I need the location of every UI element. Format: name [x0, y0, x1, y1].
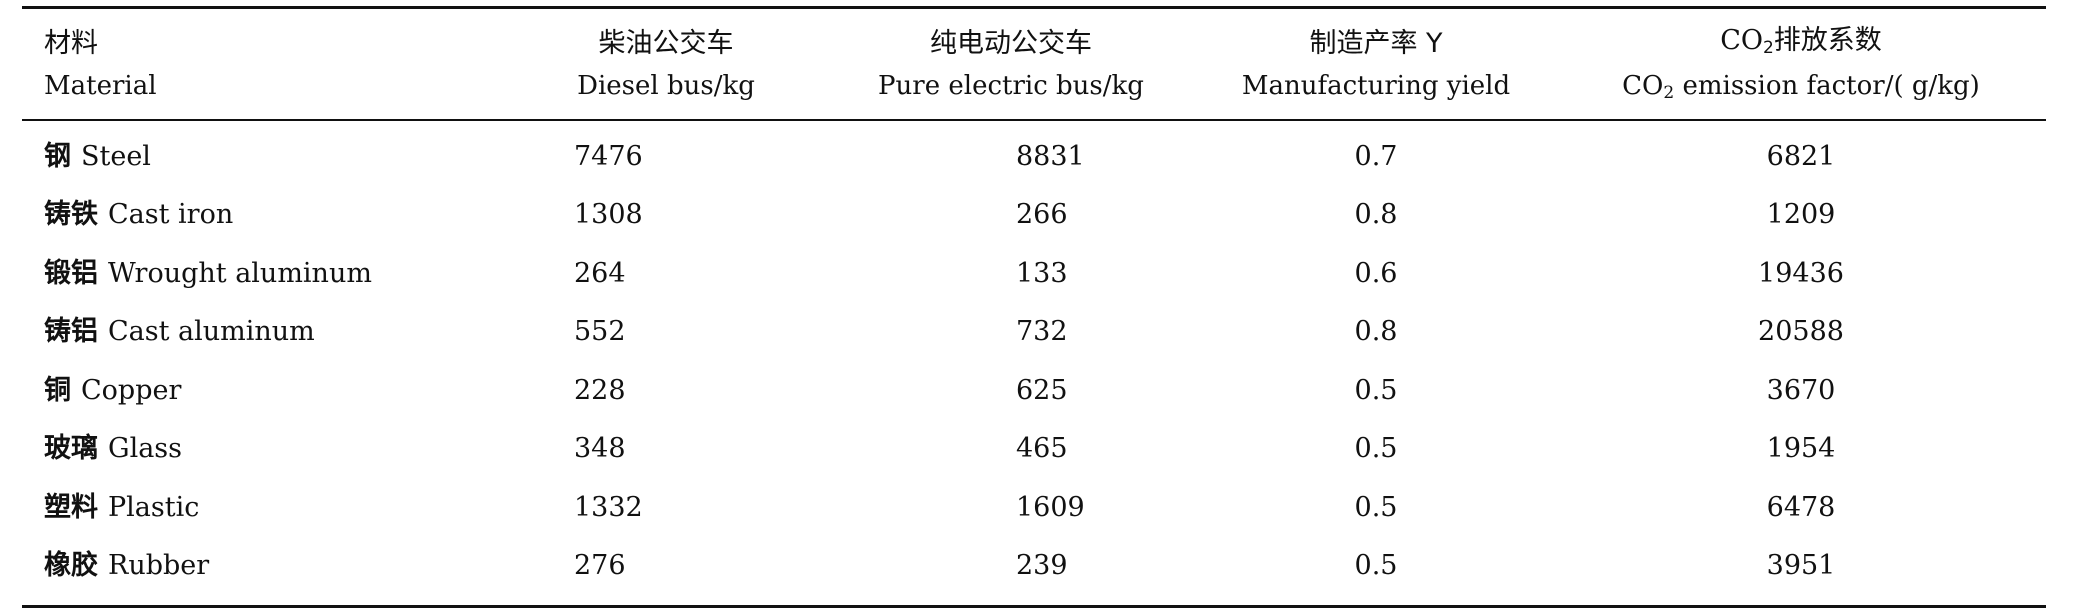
factor-cell: 1954 — [1766, 433, 1836, 465]
header-co-en-prefix: CO — [1622, 70, 1664, 101]
header-yield-zh: 制造产率 Y — [1309, 27, 1443, 59]
header-diesel-zh: 柴油公交车 — [598, 27, 734, 59]
diesel-cell: 348 — [574, 433, 626, 465]
header-co-sub: 2 — [1762, 37, 1774, 58]
electric-cell: 465 — [1016, 433, 1068, 465]
material-zh: 铸铁 — [44, 199, 98, 231]
table-top-rule — [22, 6, 2046, 9]
material-en: Plastic — [108, 491, 200, 523]
table-row: 玻璃 Glass 348 465 0.5 1954 — [22, 420, 2046, 479]
material-cell: 橡胶 Rubber — [22, 552, 506, 579]
material-zh: 塑料 — [44, 491, 98, 523]
header-emission-factor-zh-text: 排放系数 — [1773, 24, 1882, 56]
electric-cell: 8831 — [1016, 140, 1085, 172]
material-en: Wrought aluminum — [108, 257, 372, 289]
diesel-cell: 7476 — [574, 140, 643, 172]
yield-cell: 0.7 — [1354, 140, 1398, 172]
material-zh: 玻璃 — [44, 433, 98, 465]
material-en: Steel — [81, 140, 151, 172]
table-header-rule — [22, 119, 2046, 121]
header-electric-zh: 纯电动公交车 — [930, 27, 1092, 59]
factor-cell: 1209 — [1766, 199, 1836, 231]
material-cell: 铸铝 Cast aluminum — [22, 318, 506, 345]
material-en: Rubber — [108, 550, 210, 582]
material-zh: 锻铝 — [44, 257, 98, 289]
factor-cell: 3951 — [1766, 550, 1836, 582]
table-row: 塑料 Plastic 1332 1609 0.5 6478 — [22, 478, 2046, 537]
table-row: 橡胶 Rubber 276 239 0.5 3951 — [22, 537, 2046, 596]
material-cell: 铸铁 Cast iron — [22, 201, 506, 228]
table-row: 铸铝 Cast aluminum 552 732 0.8 20588 — [22, 303, 2046, 362]
header-material: 材料 Material — [22, 30, 506, 99]
header-electric: 纯电动公交车 Pure electric bus/kg — [826, 30, 1196, 99]
yield-cell: 0.5 — [1354, 491, 1398, 523]
header-material-zh: 材料 — [44, 27, 98, 59]
material-zh: 铜 — [44, 374, 71, 406]
material-cell: 玻璃 Glass — [22, 435, 506, 462]
material-zh: 橡胶 — [44, 550, 98, 582]
table-row: 铸铁 Cast iron 1308 266 0.8 1209 — [22, 186, 2046, 245]
electric-cell: 239 — [1016, 550, 1068, 582]
header-yield: 制造产率 Y Manufacturing yield — [1196, 30, 1556, 99]
factor-cell: 6478 — [1766, 491, 1836, 523]
header-material-en: Material — [44, 70, 157, 101]
diesel-cell: 276 — [574, 550, 626, 582]
factor-cell: 19436 — [1758, 257, 1844, 289]
header-co-en-sub: 2 — [1663, 82, 1675, 103]
header-electric-en: Pure electric bus/kg — [878, 70, 1144, 101]
diesel-cell: 228 — [574, 374, 626, 406]
diesel-cell: 1308 — [574, 199, 643, 231]
table-row: 锻铝 Wrought aluminum 264 133 0.6 19436 — [22, 244, 2046, 303]
table-row: 铜 Copper 228 625 0.5 3670 — [22, 361, 2046, 420]
electric-cell: 133 — [1016, 257, 1068, 289]
factor-cell: 6821 — [1766, 140, 1836, 172]
table-body: 钢 Steel 7476 8831 0.7 6821 铸铁 Cast iron 13… — [22, 121, 2046, 605]
header-emission-factor-en-text: emission factor/( g/kg) — [1674, 70, 1980, 101]
diesel-cell: 552 — [574, 316, 626, 348]
material-en: Cast aluminum — [108, 316, 315, 348]
header-emission-factor-zh: CO2排放系数 — [1720, 27, 1882, 57]
factor-cell: 3670 — [1766, 374, 1836, 406]
material-cell: 钢 Steel — [22, 143, 506, 170]
electric-cell: 732 — [1016, 316, 1068, 348]
electric-cell: 266 — [1016, 199, 1068, 231]
yield-cell: 0.5 — [1354, 550, 1398, 582]
material-en: Glass — [108, 433, 183, 465]
yield-cell: 0.8 — [1354, 199, 1398, 231]
diesel-cell: 264 — [574, 257, 626, 289]
header-emission-factor-en: CO2 emission factor/( g/kg) — [1622, 73, 1980, 102]
yield-cell: 0.8 — [1354, 316, 1398, 348]
electric-cell: 1609 — [1016, 491, 1085, 523]
table-header-row: 材料 Material 柴油公交车 Diesel bus/kg 纯电动公交车 P… — [22, 9, 2046, 119]
factor-cell: 20588 — [1758, 316, 1844, 348]
material-table: 材料 Material 柴油公交车 Diesel bus/kg 纯电动公交车 P… — [22, 6, 2046, 608]
material-en: Cast iron — [108, 199, 234, 231]
header-emission-factor: CO2排放系数 CO2 emission factor/( g/kg) — [1556, 27, 2046, 102]
material-zh: 铸铝 — [44, 316, 98, 348]
header-diesel-en: Diesel bus/kg — [577, 70, 755, 101]
electric-cell: 625 — [1016, 374, 1068, 406]
yield-cell: 0.5 — [1354, 433, 1398, 465]
table-bottom-rule — [22, 605, 2046, 608]
material-cell: 塑料 Plastic — [22, 494, 506, 521]
yield-cell: 0.6 — [1354, 257, 1398, 289]
yield-cell: 0.5 — [1354, 374, 1398, 406]
material-cell: 铜 Copper — [22, 377, 506, 404]
diesel-cell: 1332 — [574, 491, 643, 523]
material-cell: 锻铝 Wrought aluminum — [22, 260, 506, 287]
header-yield-en: Manufacturing yield — [1241, 70, 1511, 101]
table-row: 钢 Steel 7476 8831 0.7 6821 — [22, 127, 2046, 186]
header-co-prefix: CO — [1720, 24, 1763, 56]
header-diesel: 柴油公交车 Diesel bus/kg — [506, 30, 826, 99]
material-en: Copper — [81, 374, 182, 406]
material-zh: 钢 — [44, 140, 71, 172]
